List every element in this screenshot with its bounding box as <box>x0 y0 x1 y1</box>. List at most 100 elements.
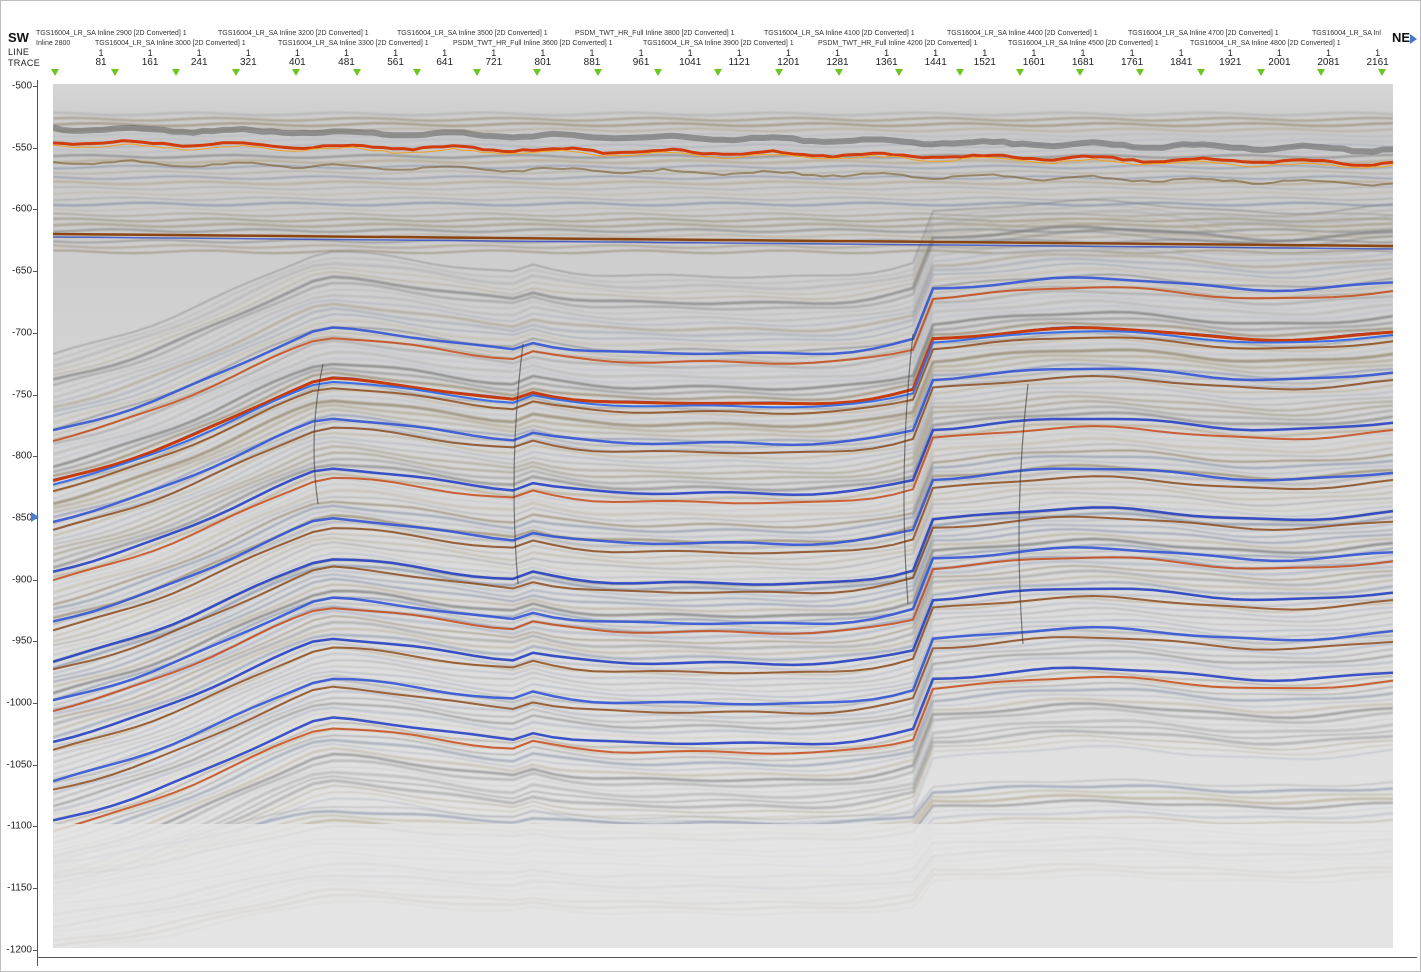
intersection-marker-icon[interactable] <box>1076 69 1085 76</box>
intersection-marker-icon[interactable] <box>654 69 662 76</box>
trace-value: 1841 <box>1170 57 1193 68</box>
y-tick-label: -950 <box>11 635 32 647</box>
intersection-marker-icon[interactable] <box>1377 69 1386 76</box>
y-tick-label: -1050 <box>6 759 32 771</box>
line-value: 1 <box>785 48 791 58</box>
intersection-marker-icon[interactable] <box>231 69 240 76</box>
y-tick <box>33 394 38 396</box>
trace-value: 1601 <box>1022 57 1046 68</box>
trace-value: 1921 <box>1219 57 1242 68</box>
y-tick-label: -850 <box>11 512 32 524</box>
y-tick-label: -600 <box>11 203 32 215</box>
line-value: 1 <box>442 48 448 58</box>
line-value: 1 <box>638 48 644 58</box>
y-tick <box>33 579 38 581</box>
intersection-marker-icon[interactable] <box>955 69 964 76</box>
intersection-marker-icon[interactable] <box>352 69 361 76</box>
line-value: 1 <box>1080 48 1086 58</box>
line-value: 1 <box>245 48 251 58</box>
line-value: 1 <box>393 48 399 58</box>
y-tick <box>33 826 38 828</box>
intersecting-line-label[interactable]: PSDM_TWT_HR_Full Inline 4200 [2D Convert… <box>818 40 978 47</box>
line-value: 1 <box>1178 48 1184 58</box>
intersection-marker-icon[interactable] <box>533 69 542 76</box>
seismic-section[interactable] <box>53 84 1393 948</box>
line-value: 1 <box>1129 48 1135 58</box>
y-tick-label: -1150 <box>7 882 32 894</box>
intersection-marker-icon[interactable] <box>774 69 783 76</box>
intersecting-line-label[interactable]: TGS16004_LR_SA Inline 3000 [2D Converted… <box>95 40 246 47</box>
intersection-marker-icon[interactable] <box>593 69 602 76</box>
intersection-marker-icon[interactable] <box>1317 69 1326 76</box>
intersection-marker-icon[interactable] <box>1196 69 1205 76</box>
trace-row-label: TRACE <box>8 58 41 68</box>
line-value: 1 <box>196 48 202 58</box>
y-tick-label: -500 <box>11 80 32 92</box>
y-axis-line <box>37 80 38 966</box>
intersecting-line-label[interactable]: TGS16004_LR_SA Inline 2900 [2D Converted… <box>36 30 187 37</box>
direction-arrow-icon[interactable] <box>1410 34 1417 44</box>
intersecting-line-label[interactable]: PSDM_TWT_HR_Full Inline 3800 [2D Convert… <box>575 30 735 37</box>
line-row-label: LINE <box>8 47 30 57</box>
intersecting-line-label[interactable]: TGS16004_LR_SA Inline 4100 [2D Converted… <box>764 30 915 37</box>
trace-value: 1281 <box>826 57 849 68</box>
intersection-marker-icon[interactable] <box>412 69 421 76</box>
intersecting-line-label[interactable]: TGS16004_LR_SA Inline 4800 [2D Converted… <box>1190 40 1341 47</box>
intersection-marker-icon[interactable] <box>895 69 904 76</box>
intersection-marker-icon[interactable] <box>714 69 723 76</box>
y-tick <box>33 332 38 334</box>
intersecting-lines-header: TGS16004_LR_SA Inline 2900 [2D Converted… <box>0 30 1395 50</box>
trace-value: 241 <box>190 57 208 68</box>
line-values-row: 1 1 1 1 1 1 1 1 1 1 1 1 1 1 1 1 1 1 1 1 1 1 1 1 1 1 1 <box>0 48 1395 59</box>
depth-marker-icon[interactable] <box>31 512 39 522</box>
trace-value: 561 <box>387 57 404 68</box>
line-value: 1 <box>1276 48 1282 58</box>
intersecting-line-label[interactable]: TGS16004_LR_SA Inline 3900 [2D Converted… <box>643 40 794 47</box>
intersection-marker-icon[interactable] <box>51 69 59 76</box>
trace-value: 321 <box>239 57 257 68</box>
trace-value: 1041 <box>679 57 702 68</box>
y-tick-label: -900 <box>11 574 32 586</box>
trace-value: 2161 <box>1366 57 1389 68</box>
trace-value: 2081 <box>1317 57 1340 68</box>
y-tick-label: -750 <box>11 389 32 400</box>
intersection-marker-icon[interactable] <box>1136 69 1145 76</box>
intersecting-line-label[interactable]: Inline 2800 <box>36 40 71 47</box>
y-tick <box>33 271 38 273</box>
y-tick-label: -800 <box>11 450 32 462</box>
intersecting-line-label[interactable]: TGS16004_LR_SA Inline 4400 [2D Converted… <box>947 30 1098 37</box>
intersection-marker-icon[interactable] <box>1015 69 1024 76</box>
intersecting-line-label[interactable]: TGS16004_LR_SA Inline 4700 [2D Converted… <box>1128 30 1279 37</box>
intersecting-line-label[interactable]: TGS16004_LR_SA Inline 3200 [2D Converted… <box>218 30 369 37</box>
trace-value: 1681 <box>1071 57 1095 68</box>
intersecting-line-label[interactable]: TGS16004_LR_SA Inline 3500 [2D Converted… <box>397 30 548 37</box>
intersection-marker-icon[interactable] <box>1257 69 1265 76</box>
trace-value: 81 <box>95 57 107 68</box>
trace-value: 2001 <box>1268 57 1291 68</box>
intersection-marker-icon[interactable] <box>473 69 482 76</box>
y-tick-label: -650 <box>11 265 32 277</box>
intersecting-line-label[interactable]: TGS16004_LR_SA Inl <box>1312 30 1381 37</box>
intersection-marker-icon[interactable] <box>834 69 843 76</box>
line-value: 1 <box>343 48 350 58</box>
intersecting-line-label[interactable]: TGS16004_LR_SA Inline 4500 [2D Converted… <box>1008 40 1159 47</box>
y-tick <box>33 456 38 458</box>
trace-value: 1361 <box>875 57 898 68</box>
trace-values-row: 81 161 241 321 401 481 561 641 721 801 881 961 1041 1… <box>0 57 1395 68</box>
bottom-axis-line <box>37 957 1417 958</box>
y-tick <box>33 949 38 951</box>
intersection-marker-icon[interactable] <box>111 69 120 76</box>
trace-value: 161 <box>141 57 159 68</box>
intersecting-line-label[interactable]: TGS16004_LR_SA Inline 3300 [2D Converted… <box>278 40 429 47</box>
line-value: 1 <box>1227 48 1233 58</box>
line-value: 1 <box>589 48 595 58</box>
trace-value: 1761 <box>1120 57 1144 68</box>
trace-value: 961 <box>632 57 650 68</box>
trace-value: 401 <box>289 57 306 68</box>
intersecting-line-label[interactable]: PSDM_TWT_HR_Full Inline 3600 [2D Convert… <box>453 40 613 47</box>
intersection-marker-icon[interactable] <box>171 69 180 76</box>
trace-value: 881 <box>583 57 601 68</box>
line-value: 1 <box>1375 48 1381 58</box>
line-value: 1 <box>294 48 300 58</box>
intersection-marker-icon[interactable] <box>292 69 301 76</box>
